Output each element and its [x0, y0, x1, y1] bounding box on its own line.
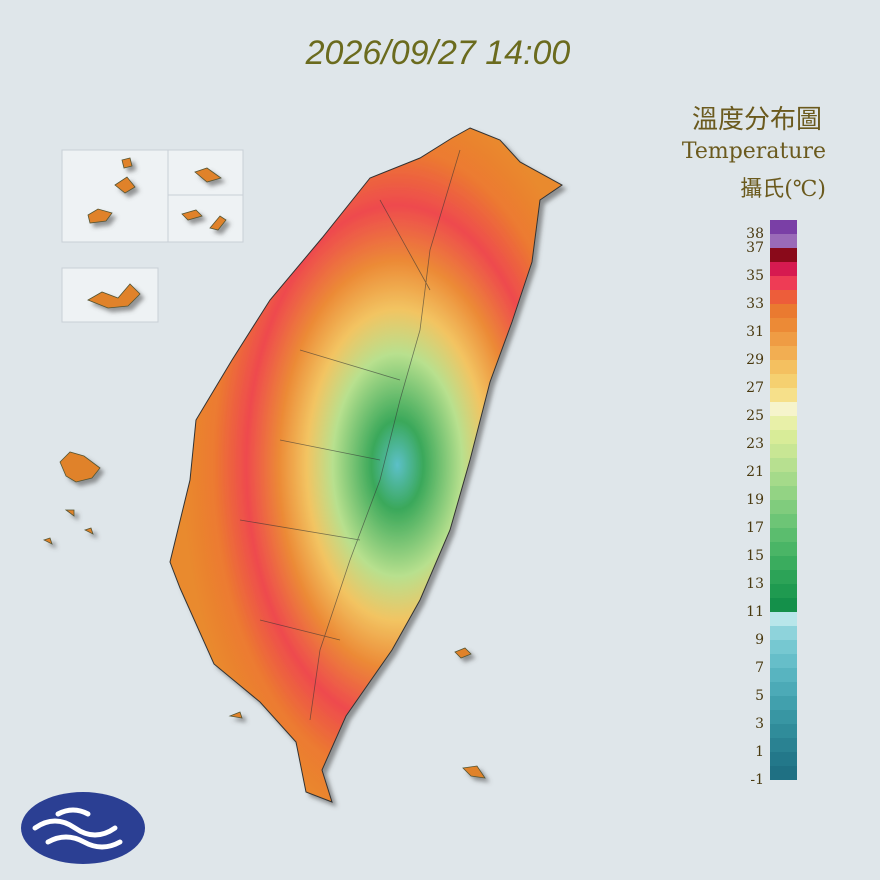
legend-band — [770, 542, 797, 556]
legend-band — [770, 402, 797, 416]
legend-band — [770, 668, 797, 682]
legend-band — [770, 528, 797, 542]
legend-tick-label: 15 — [746, 548, 764, 564]
legend-tick-label: 11 — [746, 604, 764, 620]
legend-band — [770, 640, 797, 654]
legend-band — [770, 304, 797, 318]
legend-band — [770, 682, 797, 696]
county-borders — [239, 149, 461, 721]
legend-band — [770, 360, 797, 374]
legend-tick-label: 37 — [746, 240, 764, 256]
legend-band — [770, 584, 797, 598]
legend-title: 溫度分布圖 — [692, 105, 822, 135]
legend-band — [770, 654, 797, 668]
taiwan-map — [169, 127, 563, 803]
legend-tick-label: 9 — [755, 632, 764, 648]
legend-tick-label: 5 — [755, 688, 764, 704]
legend-band — [770, 332, 797, 346]
legend-band — [770, 738, 797, 752]
legend-tick-label: 21 — [746, 464, 764, 480]
legend-tick-label: 3 — [755, 716, 764, 732]
legend-tick-label: 23 — [746, 436, 764, 452]
legend-band — [770, 248, 797, 262]
legend-tick-label: 27 — [746, 380, 764, 396]
timestamp: 2026/09/27 14:00 — [305, 34, 571, 72]
logo — [21, 792, 145, 864]
legend-unit: 攝氏(℃) — [740, 177, 826, 202]
legend-tick-label: 13 — [746, 576, 764, 592]
legend-band — [770, 696, 797, 710]
legend-band — [770, 220, 797, 234]
legend-tick-label: 17 — [746, 520, 764, 536]
legend-band — [770, 766, 797, 780]
legend-band — [770, 346, 797, 360]
legend-band — [770, 388, 797, 402]
legend-tick-label: 29 — [746, 352, 764, 368]
legend-band — [770, 486, 797, 500]
legend-band — [770, 430, 797, 444]
legend-tick-label: 35 — [746, 268, 764, 284]
legend-band — [770, 458, 797, 472]
legend-band — [770, 262, 797, 276]
legend-band — [770, 374, 797, 388]
legend-band — [770, 514, 797, 528]
legend-band — [770, 416, 797, 430]
legend-tick-label: 33 — [746, 296, 764, 312]
legend-tick-label: 19 — [746, 492, 764, 508]
legend-band — [770, 570, 797, 584]
legend-tick-label: 7 — [755, 660, 764, 676]
legend-band — [770, 444, 797, 458]
legend-band — [770, 626, 797, 640]
legend-band — [770, 612, 797, 626]
legend-band — [770, 290, 797, 304]
inset-boxes — [42, 149, 486, 779]
legend-band — [770, 276, 797, 290]
legend-tick-label: 38 — [746, 226, 764, 242]
legend-tick-label: 25 — [746, 408, 764, 424]
legend-band — [770, 752, 797, 766]
legend-tick-label: 31 — [746, 324, 764, 340]
legend-band — [770, 318, 797, 332]
legend-band — [770, 234, 797, 248]
legend-subtitle: Temperature — [682, 139, 826, 164]
legend-band — [770, 500, 797, 514]
legend-tick-label: -1 — [750, 772, 764, 788]
legend-band — [770, 556, 797, 570]
legend-band — [770, 472, 797, 486]
legend-band — [770, 710, 797, 724]
legend-band — [770, 598, 797, 612]
legend-tick-label: 1 — [755, 744, 764, 760]
legend-band — [770, 724, 797, 738]
